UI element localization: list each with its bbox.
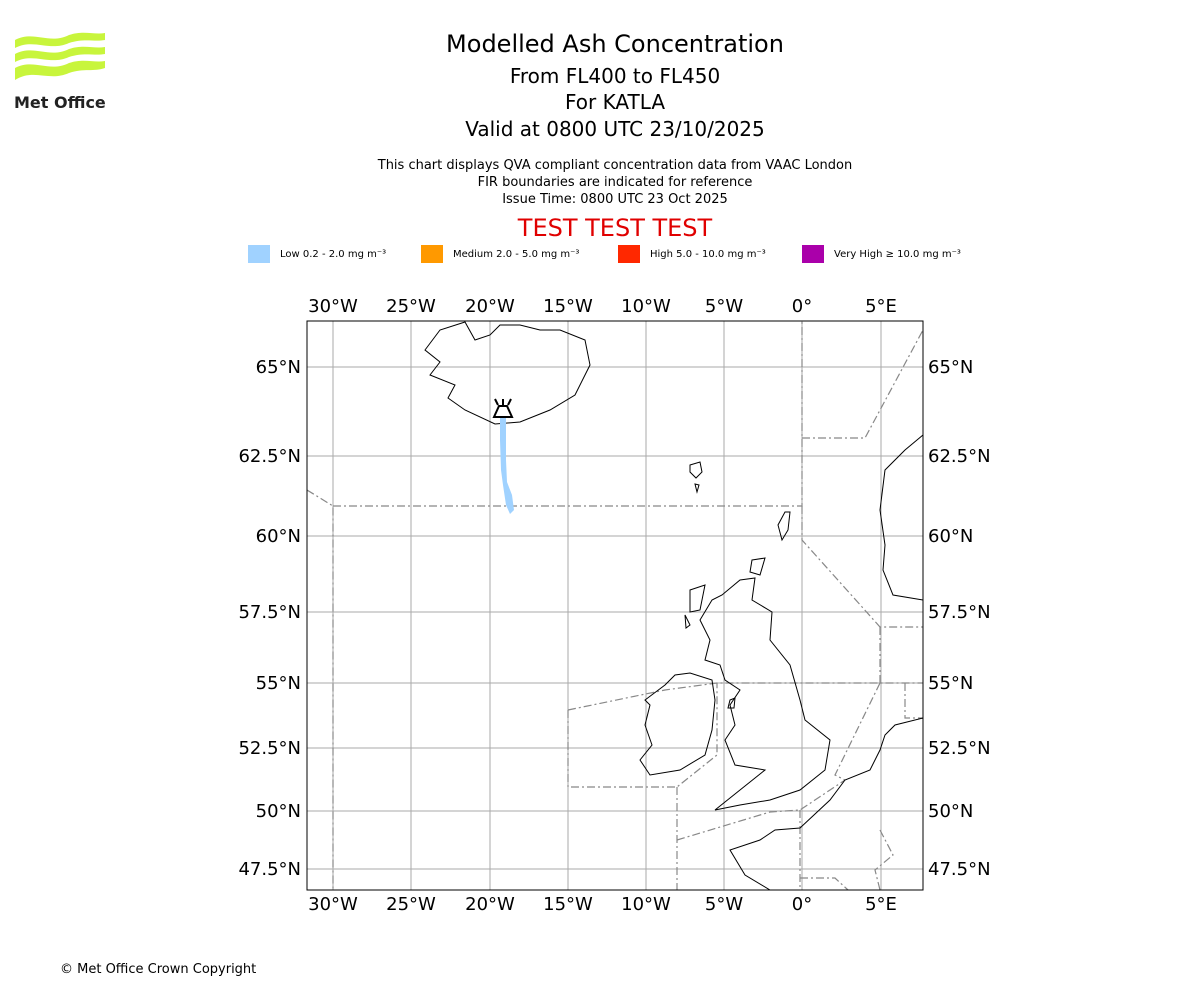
norway: [879, 434, 923, 601]
lon-label-top: 15°W: [543, 296, 593, 317]
coastlines: [424, 321, 923, 890]
legend-low: Low 0.2 - 2.0 mg m⁻³: [248, 245, 386, 263]
lon-label-bottom: 10°W: [621, 894, 671, 915]
map-frame: [306, 320, 924, 891]
lat-label-right: 52.5°N: [928, 738, 991, 759]
lon-label-bottom: 15°W: [543, 894, 593, 915]
fir-note: FIR boundaries are indicated for referen…: [477, 175, 753, 190]
volcano-icon: [492, 398, 514, 418]
lon-label-bottom: 5°E: [865, 894, 897, 915]
legend-swatch: [421, 245, 443, 263]
axis-labels: 30°W 30°W 25°W 25°W 20°W 20°W 15°W 15°W 10°W 10°W…: [238, 296, 990, 915]
legend-swatch: [618, 245, 640, 263]
valid-time: Valid at 0800 UTC 23/10/2025: [465, 117, 765, 141]
lon-label-top: 20°W: [465, 296, 515, 317]
lat-label-right: 47.5°N: [928, 859, 991, 880]
flight-levels: From FL400 to FL450: [509, 64, 721, 88]
lat-label-left: 47.5°N: [238, 859, 301, 880]
legend-swatch: [248, 245, 270, 263]
lon-label-bottom: 0°: [792, 894, 812, 915]
logo-text: Met Office: [14, 93, 106, 112]
hebrides: [684, 584, 706, 629]
ash-plume-low: [500, 410, 514, 514]
shetland: [777, 511, 791, 542]
iceland: [424, 321, 591, 425]
isle-of-man: [727, 697, 736, 709]
lon-label-top: 0°: [792, 296, 812, 317]
lon-label-bottom: 30°W: [308, 894, 358, 915]
lat-label-right: 62.5°N: [928, 446, 991, 467]
graticule: [307, 321, 923, 890]
lat-label-right: 60°N: [928, 526, 973, 547]
lat-label-left: 57.5°N: [238, 602, 301, 623]
great-britain: [699, 577, 831, 811]
lat-label-left: 52.5°N: [238, 738, 301, 759]
faroe-islands: [689, 461, 703, 494]
lat-label-left: 62.5°N: [238, 446, 301, 467]
copyright: © Met Office Crown Copyright: [60, 962, 257, 977]
lat-label-left: 60°N: [256, 526, 301, 547]
lat-label-right: 65°N: [928, 357, 973, 378]
lat-label-right: 55°N: [928, 673, 973, 694]
lat-label-left: 55°N: [256, 673, 301, 694]
legend-high: High 5.0 - 10.0 mg m⁻³: [618, 245, 766, 263]
lon-label-bottom: 5°W: [705, 894, 743, 915]
legend-very-high: Very High ≥ 10.0 mg m⁻³: [802, 245, 961, 263]
test-banner: TEST TEST TEST: [517, 214, 713, 242]
lon-label-top: 5°W: [705, 296, 743, 317]
lat-label-left: 50°N: [256, 801, 301, 822]
lon-label-bottom: 25°W: [386, 894, 436, 915]
legend-medium: Medium 2.0 - 5.0 mg m⁻³: [421, 245, 579, 263]
volcano-name: For KATLA: [565, 90, 665, 114]
met-office-logo: Met Office: [14, 32, 106, 112]
ireland: [639, 672, 716, 776]
data-note: This chart displays QVA compliant concen…: [377, 158, 853, 173]
continental-europe: [729, 717, 923, 890]
lon-label-bottom: 20°W: [465, 894, 515, 915]
fir-boundaries: [307, 321, 923, 890]
lat-label-right: 57.5°N: [928, 602, 991, 623]
chart-title: Modelled Ash Concentration: [446, 30, 784, 58]
lat-label-right: 50°N: [928, 801, 973, 822]
lon-label-top: 30°W: [308, 296, 358, 317]
legend-swatch: [802, 245, 824, 263]
lon-label-top: 5°E: [865, 296, 897, 317]
orkney: [749, 557, 766, 576]
lat-label-left: 65°N: [256, 357, 301, 378]
lon-label-top: 25°W: [386, 296, 436, 317]
lon-label-top: 10°W: [621, 296, 671, 317]
issue-time: Issue Time: 0800 UTC 23 Oct 2025: [502, 192, 728, 207]
